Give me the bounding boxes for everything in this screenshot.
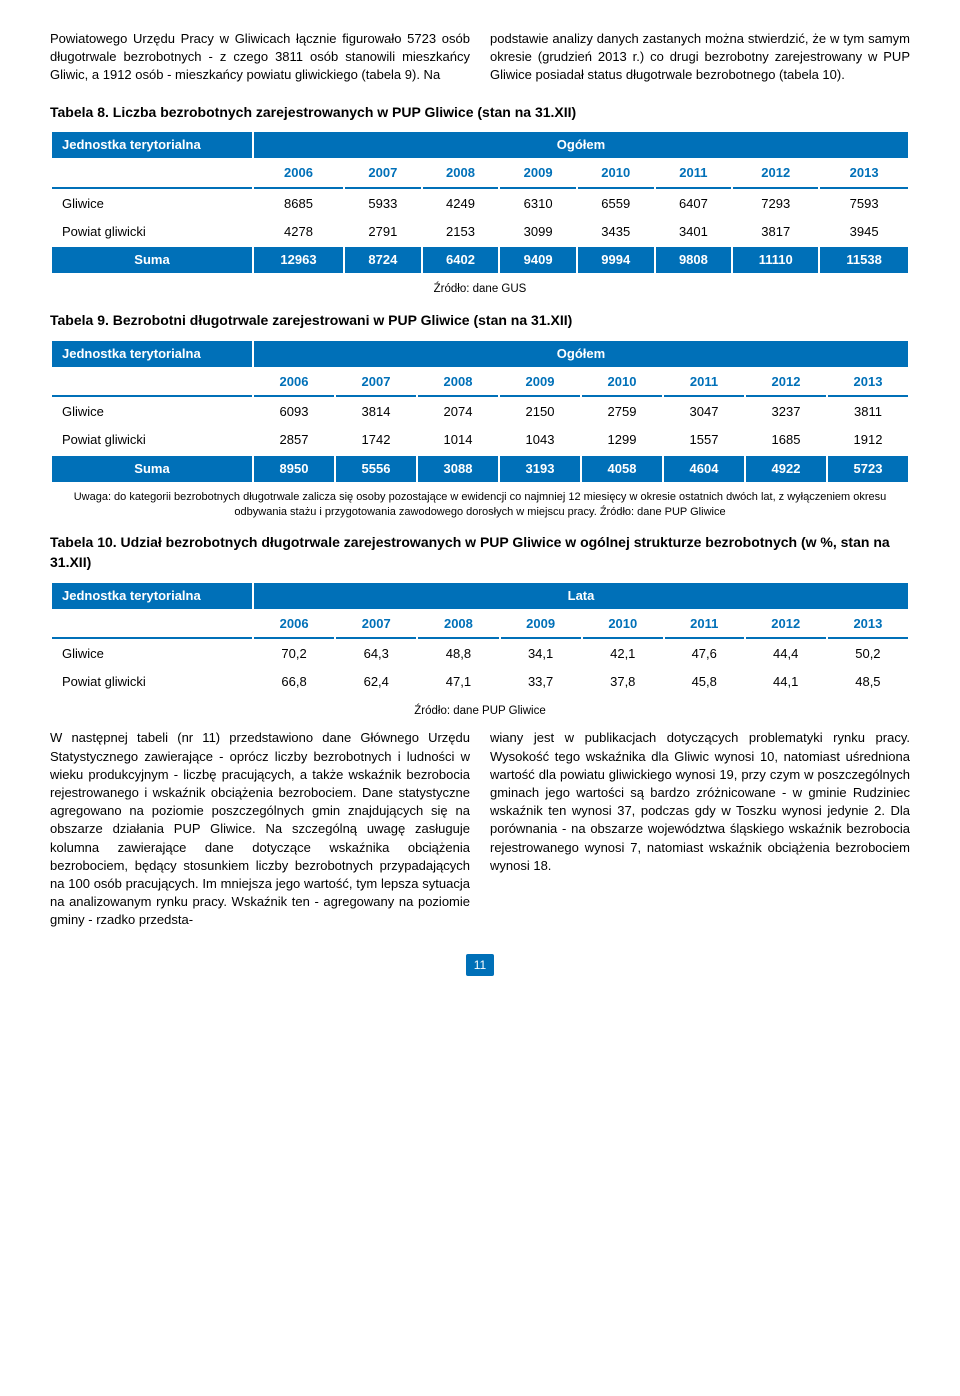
table10-title: Tabela 10. Udział bezrobotnych długotrwa… bbox=[50, 533, 910, 572]
table9-title: Tabela 9. Bezrobotni długotrwale zarejes… bbox=[50, 311, 910, 331]
table-row: Gliwice 70,2 64,3 48,8 34,1 42,1 47,6 44… bbox=[52, 641, 908, 667]
table-row: Gliwice 8685 5933 4249 6310 6559 6407 72… bbox=[52, 191, 908, 217]
table-row: Powiat gliwicki 66,8 62,4 47,1 33,7 37,8… bbox=[52, 669, 908, 695]
table-row: Powiat gliwicki 2857 1742 1014 1043 1299… bbox=[52, 427, 908, 453]
page-number: 11 bbox=[466, 954, 494, 976]
outro-right: wiany jest w publikacjach dotyczących pr… bbox=[490, 729, 910, 929]
table8: Jednostka terytorialna Ogółem 2006 2007 … bbox=[50, 130, 910, 275]
table8-source: Źródło: dane GUS bbox=[50, 281, 910, 297]
table-row: Powiat gliwicki 4278 2791 2153 3099 3435… bbox=[52, 219, 908, 245]
table8-years-row: 2006 2007 2008 2009 2010 2011 2012 2013 bbox=[52, 160, 908, 188]
intro-left: Powiatowego Urzędu Pracy w Gliwicach łąc… bbox=[50, 30, 470, 85]
intro-paragraphs: Powiatowego Urzędu Pracy w Gliwicach łąc… bbox=[50, 30, 910, 85]
outro-left: W następnej tabeli (nr 11) przedstawiono… bbox=[50, 729, 470, 929]
table9-note: Uwaga: do kategorii bezrobotnych długotr… bbox=[70, 490, 890, 520]
table-row: Gliwice 6093 3814 2074 2150 2759 3047 32… bbox=[52, 399, 908, 425]
intro-right: podstawie analizy danych zastanych można… bbox=[490, 30, 910, 85]
table10-header-right: Lata bbox=[254, 583, 908, 609]
table9-header-left: Jednostka terytorialna bbox=[52, 341, 252, 367]
table10: Jednostka terytorialna Lata 2006 2007 20… bbox=[50, 581, 910, 698]
table10-header-left: Jednostka terytorialna bbox=[52, 583, 252, 609]
table8-header-left: Jednostka terytorialna bbox=[52, 132, 252, 158]
outro-paragraphs: W następnej tabeli (nr 11) przedstawiono… bbox=[50, 729, 910, 929]
table10-years-row: 2006 2007 2008 2009 2010 2011 2012 2013 bbox=[52, 611, 908, 639]
table9: Jednostka terytorialna Ogółem 2006 2007 … bbox=[50, 339, 910, 484]
table8-header-right: Ogółem bbox=[254, 132, 908, 158]
table9-sum-row: Suma 8950 5556 3088 3193 4058 4604 4922 … bbox=[52, 456, 908, 482]
table8-sum-row: Suma 12963 8724 6402 9409 9994 9808 1111… bbox=[52, 247, 908, 273]
table9-header-right: Ogółem bbox=[254, 341, 908, 367]
table10-source: Źródło: dane PUP Gliwice bbox=[50, 703, 910, 719]
table8-title: Tabela 8. Liczba bezrobotnych zarejestro… bbox=[50, 103, 910, 123]
table9-years-row: 2006 2007 2008 2009 2010 2011 2012 2013 bbox=[52, 369, 908, 397]
